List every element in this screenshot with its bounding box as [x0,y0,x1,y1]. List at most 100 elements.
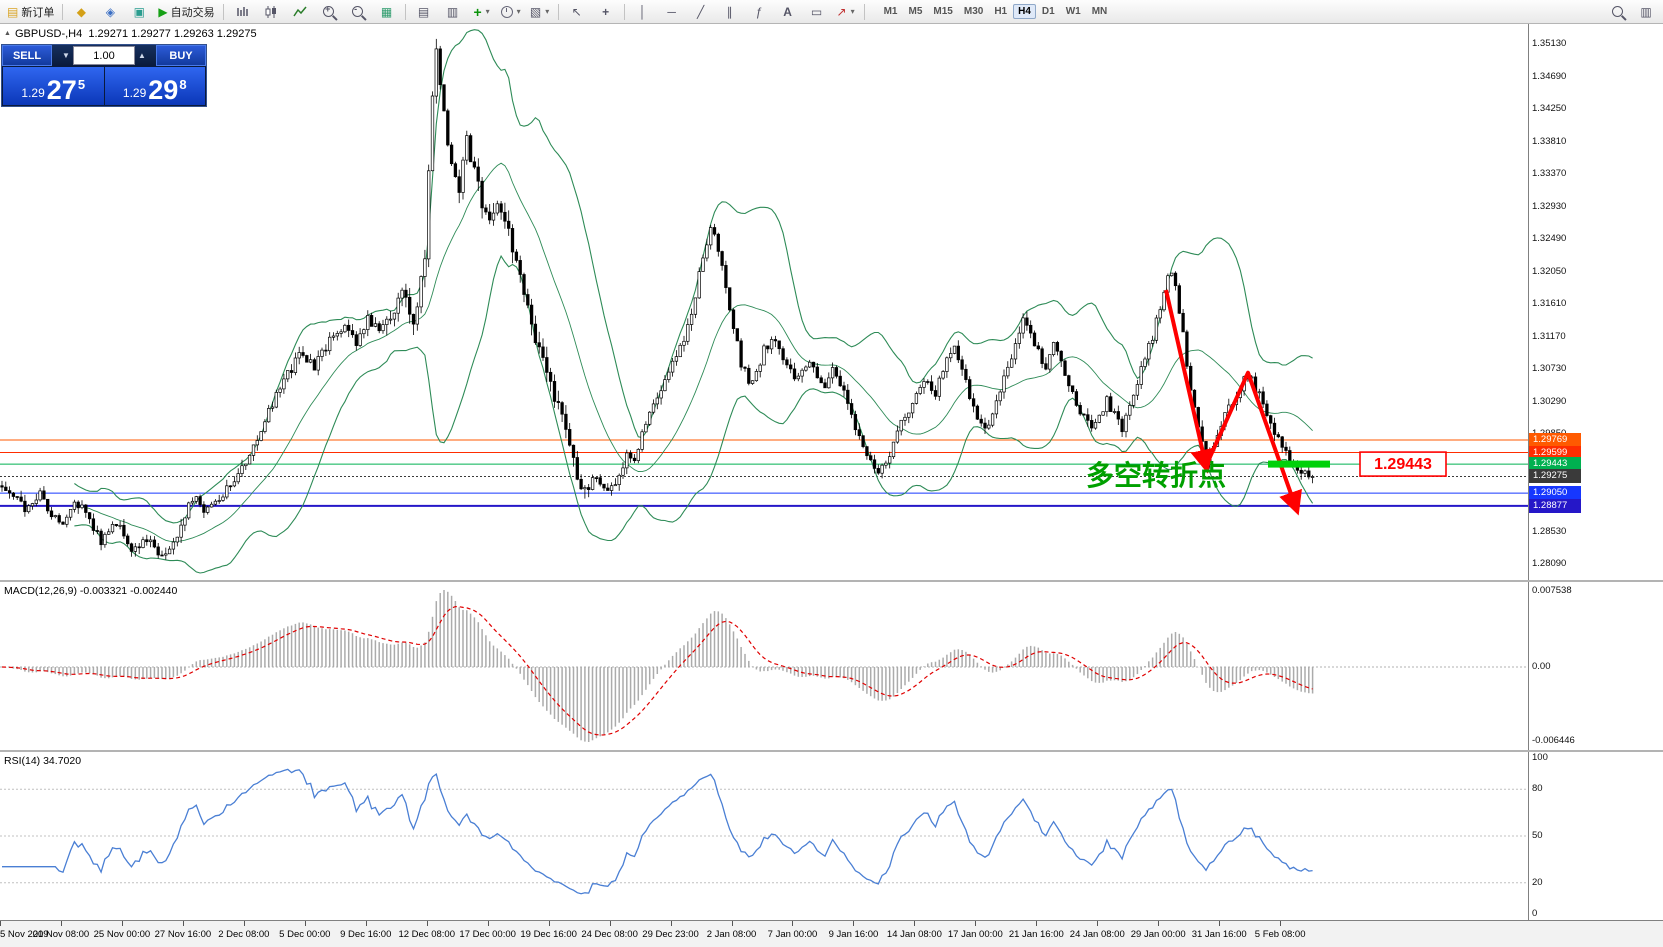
main-toolbar: 新订单 自动交易 + - M1 M5 M15 M30 H1 H4 D1 W1 MN [0,0,1663,24]
bar-chart-button[interactable] [228,1,256,23]
time-tick-label: 24 Dec 08:00 [581,929,638,940]
new-order-button[interactable]: 新订单 [3,1,58,23]
price-tick-label: 1.32930 [1532,200,1567,212]
tile-windows-button[interactable] [373,1,401,23]
panel-resize-separator[interactable] [0,750,1663,752]
new-window-button[interactable] [1632,1,1660,23]
autotrading-play-icon [158,6,167,18]
time-tick [1158,921,1160,926]
rsi-scale[interactable]: 100 80 50 20 0 [1528,752,1663,920]
periods-clock-icon [500,5,513,18]
fibonacci-tool-button[interactable] [745,1,773,23]
buy-button[interactable]: BUY [156,45,206,66]
zoom-in-icon: + [323,4,335,17]
sell-button[interactable]: SELL [2,45,52,66]
timeframe-h1-button[interactable]: H1 [994,6,1008,17]
timeframe-h4-button[interactable]: H4 [1013,4,1036,19]
time-tick-label: 24 Jan 08:00 [1069,929,1125,940]
cascade-windows-button[interactable] [410,1,438,23]
timeframe-mn-button[interactable]: MN [1091,6,1108,17]
sell-price[interactable]: 1.29 27 5 [3,67,104,105]
toolbar-separator [62,3,64,20]
crosshair-button[interactable] [592,1,620,23]
new-order-label: 新订单 [21,6,55,19]
periods-button[interactable] [497,1,525,23]
timeframe-m15-button[interactable]: M15 [933,6,953,17]
time-tick [1097,921,1099,926]
price-tick-label: 1.34250 [1532,103,1567,114]
time-tick-label: 2 Jan 08:00 [706,929,757,940]
time-tick [670,921,672,926]
rsi-tick-label: 0 [1532,908,1538,919]
arrows-tool-button[interactable] [832,1,860,23]
macd-tick-label: -0.006446 [1532,735,1575,746]
text-tool-button[interactable] [774,1,802,23]
accounts-button[interactable] [96,1,124,23]
time-tick-label: 29 Jan 00:00 [1130,929,1186,940]
time-tick-label: 31 Jan 16:00 [1191,929,1247,940]
volume-up-icon[interactable]: ▲ [138,51,146,60]
horizontal-line-tool-button[interactable] [658,1,686,23]
templates-button[interactable] [526,1,554,23]
volume-input[interactable] [73,46,135,65]
channel-tool-button[interactable] [716,1,744,23]
refresh-button[interactable] [125,1,153,23]
label-tool-button[interactable] [803,1,831,23]
add-indicator-button[interactable] [468,1,496,23]
time-axis[interactable]: 5 Nov 2019 20 Nov 08:00 25 Nov 00:00 27 Nov… [0,920,1663,947]
crosshair-icon [602,6,609,18]
time-tick [1280,921,1282,926]
time-tick [792,921,794,926]
vertical-line-tool-button[interactable] [629,1,657,23]
timeframe-d1-button[interactable]: D1 [1041,6,1055,17]
toolbar-separator [623,3,625,20]
level-price-tag: 1.29050 [1529,486,1581,501]
one-click-trading-panel: SELL ▼ ▲ BUY 1.29 27 5 1.29 29 8 [1,44,207,107]
line-chart-button[interactable] [286,1,314,23]
price-chart-plot[interactable]: 1.29443 多空转折点 [0,24,1528,580]
time-tick [975,921,977,926]
cursor-button[interactable] [563,1,591,23]
fibonacci-icon [755,6,762,18]
search-button[interactable] [1603,1,1631,23]
time-tick-label: 25 Nov 00:00 [93,929,151,940]
rsi-plot[interactable] [0,752,1528,920]
zoom-out-button[interactable]: - [344,1,372,23]
toolbar-separator [557,3,559,20]
time-tick-label: 29 Dec 23:00 [642,929,699,940]
templates-icon [530,6,541,18]
price-scale[interactable]: 1.35130 1.34690 1.34250 1.33810 1.33370 1.329… [1528,24,1663,580]
macd-tick-label: 0.007538 [1532,585,1572,596]
new-order-icon [7,6,18,18]
time-tick [426,921,428,926]
timeframe-m30-button[interactable]: M30 [963,6,984,17]
time-tick-label: 5 Nov 2019 [0,929,49,940]
one-click-collapse-icon[interactable]: ▲ [4,30,11,37]
chart-ohlc-header: GBPUSD-,H4 1.29271 1.29277 1.29263 1.292… [15,28,257,40]
price-tick-label: 1.30730 [1532,363,1567,374]
buy-price-big: 29 [148,75,179,106]
autotrading-button[interactable]: 自动交易 [154,1,218,23]
trendline-tool-button[interactable] [687,1,715,23]
line-chart-icon [292,6,307,16]
timeframe-m5-button[interactable]: M5 [908,6,923,17]
buy-price[interactable]: 1.29 29 8 [104,67,205,106]
sell-price-sup: 5 [77,77,86,92]
macd-plot[interactable] [0,582,1528,750]
macd-label: MACD(12,26,9) -0.003321 -0.002440 [4,585,178,597]
macd-scale[interactable]: 0.007538 0.00 -0.006446 [1528,582,1663,750]
channel-icon [727,6,733,18]
macd-tick-label: 0.00 [1532,661,1551,673]
zoom-in-button[interactable]: + [315,1,343,23]
timeframe-m1-button[interactable]: M1 [883,6,898,17]
time-tick [609,921,611,926]
panel-resize-separator[interactable] [0,580,1663,582]
timeframe-w1-button[interactable]: W1 [1065,6,1081,17]
time-tick-label: 5 Dec 00:00 [279,929,331,940]
volume-down-icon[interactable]: ▼ [62,51,70,60]
zoom-out-icon: - [352,4,364,17]
tile-horizontal-button[interactable] [439,1,467,23]
metaeditor-button[interactable] [67,1,95,23]
price-tick-label: 1.35130 [1532,38,1567,49]
candlestick-chart-button[interactable] [257,1,285,23]
